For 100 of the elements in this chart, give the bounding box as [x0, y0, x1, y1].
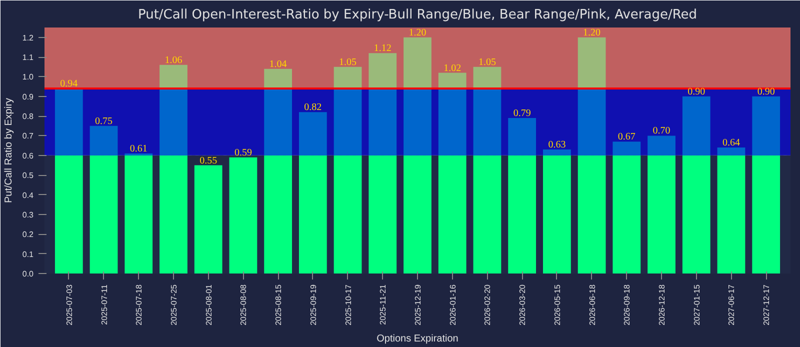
- y-tick-label: 0.6: [22, 151, 34, 160]
- total-label: 1.05: [339, 56, 357, 68]
- bar: [508, 118, 536, 156]
- bar: [160, 155, 188, 274]
- total-label: 0.67: [618, 132, 636, 143]
- x-tick-label: 2026-06-18: [588, 284, 597, 326]
- bar: [404, 155, 432, 274]
- bar: [438, 155, 466, 274]
- x-tick-label: 2027-01-15: [692, 284, 702, 326]
- total-label: 1.04: [269, 58, 287, 70]
- bar: [54, 88, 83, 156]
- x-tick-label: 2025-08-08: [239, 284, 248, 326]
- total-label: 0.79: [513, 108, 531, 120]
- x-tick-label: 2027-12-17: [762, 284, 772, 326]
- y-tick-label: 0.7: [22, 132, 34, 141]
- y-tick-label: 0.2: [22, 230, 34, 240]
- bar: [473, 66, 502, 89]
- bar: [473, 88, 502, 156]
- total-label: 0.90: [688, 86, 706, 98]
- total-label: 1.20: [408, 27, 426, 38]
- bar: [438, 72, 466, 89]
- x-tick-label: 2025-10-17: [344, 284, 353, 326]
- x-tick-label: 2026-02-20: [483, 284, 492, 326]
- bar: [334, 155, 362, 274]
- x-tick-label: 2025-07-11: [100, 284, 109, 325]
- x-tick-label: 2026-12-18: [658, 284, 667, 326]
- bar: [368, 88, 397, 156]
- x-tick-label: 2025-09-19: [308, 284, 318, 326]
- chart-title: Put/Call Open-Interest-Ratio by Expiry-Bull Range/Blue, Bear Range/Pink, Average/Red: [138, 8, 698, 22]
- bar: [717, 155, 746, 274]
- x-tick-label: 2026-05-15: [552, 284, 562, 326]
- bar: [298, 112, 327, 156]
- bar: [682, 155, 710, 274]
- bar: [54, 155, 83, 274]
- bar: [160, 88, 188, 156]
- y-tick-label: 0.1: [22, 250, 34, 259]
- x-tick-label: 2027-06-17: [727, 284, 736, 326]
- bar: [229, 157, 258, 274]
- bar: [752, 155, 780, 274]
- total-label: 1.02: [444, 62, 462, 74]
- bar: [124, 155, 153, 274]
- x-tick-label: 2026-01-16: [448, 284, 458, 326]
- total-label: 1.12: [374, 43, 392, 54]
- bar: [264, 68, 292, 89]
- y-tick-label: 0.4: [22, 190, 34, 200]
- bar: [578, 37, 606, 89]
- x-tick-label: 2025-11-21: [378, 284, 388, 325]
- bar: [508, 155, 536, 274]
- bar: [264, 155, 292, 274]
- bar: [717, 148, 746, 156]
- total-label: 0.75: [95, 116, 113, 127]
- y-axis-title: Put/Call Ratio by Expiry: [3, 98, 14, 204]
- y-tick-label: 0.0: [22, 270, 34, 278]
- total-label: 0.70: [652, 126, 670, 137]
- bar: [542, 150, 571, 156]
- y-tick-label: 1.1: [22, 53, 34, 62]
- x-tick-label: 2025-07-03: [64, 284, 74, 326]
- bar: [160, 64, 188, 89]
- bar: [612, 155, 641, 274]
- total-label: 0.61: [130, 143, 148, 154]
- bar: [752, 96, 780, 156]
- bar: [648, 136, 676, 156]
- bar: [578, 155, 606, 274]
- bar: [578, 88, 606, 156]
- y-tick-label: 0.8: [22, 112, 34, 122]
- total-label: 0.94: [60, 78, 78, 90]
- x-tick-label: 2025-08-15: [274, 284, 284, 326]
- y-tick-label: 0.9: [22, 92, 34, 102]
- bar: [648, 155, 676, 274]
- bar: [682, 96, 710, 156]
- y-tick-label: 0.3: [22, 210, 34, 220]
- bar: [404, 88, 432, 156]
- total-label: 0.59: [234, 147, 252, 158]
- total-label: 1.05: [478, 56, 496, 68]
- total-label: 0.63: [548, 140, 566, 151]
- bar: [194, 165, 222, 274]
- y-tick-label: 1.2: [22, 33, 34, 42]
- bar: [368, 155, 397, 274]
- bar: [404, 37, 432, 89]
- total-label: 0.64: [722, 138, 740, 149]
- bar: [612, 142, 641, 156]
- y-tick-label: 0.5: [22, 171, 34, 180]
- bar: [542, 155, 571, 274]
- total-label: 0.82: [304, 102, 322, 114]
- bar: [298, 155, 327, 274]
- x-axis-title: Options Expiration: [376, 333, 458, 344]
- total-label: 0.55: [200, 155, 218, 166]
- bar: [90, 155, 118, 274]
- total-label: 1.06: [164, 54, 182, 66]
- bar: [368, 53, 397, 89]
- x-tick-label: 2025-07-25: [169, 284, 178, 326]
- x-tick-label: 2025-08-01: [204, 284, 214, 326]
- y-tick-label: 1.0: [22, 72, 34, 82]
- bar: [264, 88, 292, 156]
- x-tick-label: 2025-12-19: [414, 284, 422, 326]
- x-tick-label: 2026-03-20: [518, 284, 528, 326]
- x-tick-label: 2025-07-18: [134, 284, 144, 326]
- x-tick-label: 2026-09-18: [622, 284, 632, 326]
- bar: [473, 155, 502, 274]
- total-label: 1.20: [583, 27, 601, 38]
